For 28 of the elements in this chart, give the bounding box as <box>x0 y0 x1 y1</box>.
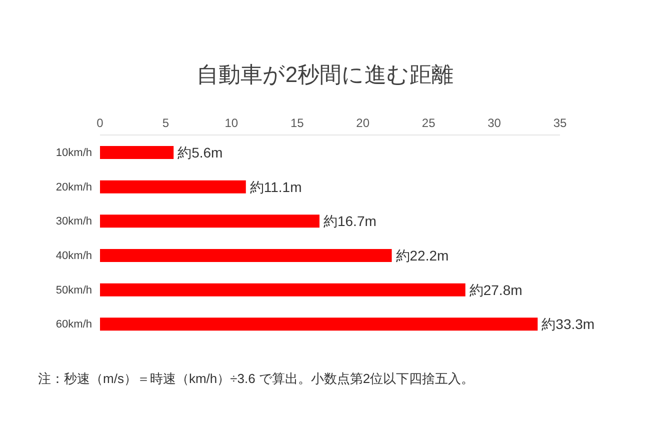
x-tick-label: 5 <box>162 116 170 130</box>
bar <box>100 214 320 228</box>
y-tick-label: 30km/h <box>56 216 92 228</box>
y-tick-label: 50km/h <box>56 284 92 296</box>
y-tick-label: 20km/h <box>56 181 92 194</box>
bar <box>100 283 466 296</box>
data-label: 約27.8m <box>469 282 522 298</box>
y-tick-label: 10km/h <box>56 147 92 160</box>
bar <box>100 146 174 159</box>
x-tick-label: 20 <box>356 116 370 130</box>
data-label: 約11.1m <box>250 178 302 195</box>
x-tick-label: 15 <box>290 116 304 130</box>
y-tick-label: 60km/h <box>56 318 92 331</box>
text: 注：秒速（m/s）＝時速（km/h）÷3.6 で算出。小数点第2位以下四捨五入。 <box>38 370 474 388</box>
data-label: 約16.7m <box>323 213 376 230</box>
data-label: 約33.3m <box>542 316 595 332</box>
x-tick-label: 10 <box>224 116 238 130</box>
bar <box>100 249 392 262</box>
x-tick-label: 0 <box>96 116 104 130</box>
data-label: 約22.2m <box>396 248 449 264</box>
x-tick-label: 30 <box>488 116 502 130</box>
chart-title: 自動車が2秒間に進む距離 <box>195 61 455 89</box>
bar <box>100 318 538 331</box>
y-tick-label: 40km/h <box>56 250 92 262</box>
bar <box>100 180 246 194</box>
x-tick-label: 25 <box>422 116 436 130</box>
data-label: 約5.6m <box>178 144 223 160</box>
x-tick-label: 35 <box>553 116 567 130</box>
